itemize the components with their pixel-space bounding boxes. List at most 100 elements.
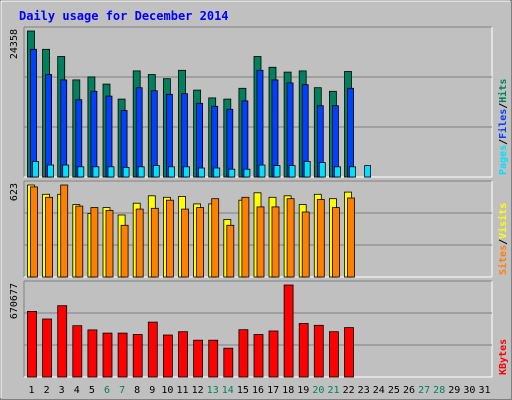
bar-pages xyxy=(47,164,54,178)
bar-sites xyxy=(120,224,129,278)
x-tick-label: 2 xyxy=(44,385,50,396)
bar-files xyxy=(30,48,37,178)
bar-pages xyxy=(183,166,190,178)
bar-kbytes xyxy=(178,331,188,378)
bar-pages xyxy=(303,160,311,178)
bar-pages xyxy=(122,166,130,178)
bar-kbytes xyxy=(72,325,83,378)
chart-title: Daily usage for December 2014 xyxy=(19,9,229,23)
bar-kbytes xyxy=(27,310,37,378)
bar-files xyxy=(135,87,143,178)
bar-sites xyxy=(30,186,38,278)
legend-entry: Hits xyxy=(497,79,509,103)
bar-sites xyxy=(60,184,69,278)
bar-kbytes xyxy=(313,324,324,378)
bar-pages xyxy=(228,168,236,178)
bar-pages xyxy=(243,168,251,178)
x-tick-label: 4 xyxy=(74,385,80,396)
bar-files xyxy=(256,69,264,178)
bar-sites xyxy=(196,207,205,278)
bar-files xyxy=(75,99,83,178)
x-tick-label: 23 xyxy=(358,385,370,396)
bar-files xyxy=(45,74,52,178)
panel-bars xyxy=(27,30,372,178)
bar-sites xyxy=(241,196,250,278)
bar-sites xyxy=(45,196,53,278)
bar-pages xyxy=(349,166,356,178)
bar-sites xyxy=(331,207,340,278)
x-tick-label: 17 xyxy=(267,385,279,396)
x-tick-label: 5 xyxy=(89,385,95,396)
x-tick-label: 16 xyxy=(252,385,264,396)
x-tick-label: 11 xyxy=(176,385,188,396)
x-tick-label: 20 xyxy=(312,385,324,396)
x-tick-label: 29 xyxy=(448,385,460,396)
bar-files xyxy=(150,90,158,178)
legend-entry: / xyxy=(498,139,509,145)
bar-kbytes xyxy=(87,329,98,378)
bar-files xyxy=(105,95,113,178)
x-tick-label: 10 xyxy=(161,385,173,396)
legend-entry: Sites xyxy=(497,245,509,275)
x-tick-label: 28 xyxy=(433,385,445,396)
bar-kbytes xyxy=(253,334,264,378)
bar-pages xyxy=(258,164,266,178)
bar-pages xyxy=(318,162,326,178)
bar-kbytes xyxy=(283,284,294,378)
bar-kbytes xyxy=(132,334,143,378)
panel-bars xyxy=(27,184,355,278)
bar-files xyxy=(226,108,234,178)
chart-panels: 24358Pages/Files/Hits623Sites/Visits6706… xyxy=(9,26,509,378)
bar-kbytes xyxy=(42,318,52,378)
bar-pages xyxy=(62,164,70,178)
x-tick-label: 3 xyxy=(59,385,65,396)
bar-sites xyxy=(286,198,295,278)
legend-entry: Files xyxy=(497,109,509,139)
bar-kbytes xyxy=(102,332,113,378)
bar-files xyxy=(181,93,188,178)
bar-pages xyxy=(77,166,85,178)
legend-entry: KBytes xyxy=(498,339,509,375)
x-tick-label: 9 xyxy=(149,385,155,396)
x-tick-label: 24 xyxy=(373,385,385,396)
bar-kbytes xyxy=(208,339,219,378)
panel-kbytes: 670677 KBytes xyxy=(9,280,509,378)
x-tick-label: 19 xyxy=(297,385,309,396)
bar-kbytes xyxy=(223,347,234,378)
x-tick-label: 13 xyxy=(207,385,219,396)
bar-sites xyxy=(181,208,189,278)
bar-files xyxy=(241,100,249,178)
bar-files xyxy=(90,90,98,178)
x-tick-label: 6 xyxy=(104,385,110,396)
bar-kbytes xyxy=(147,321,158,378)
bar-files xyxy=(286,82,294,178)
bar-sites xyxy=(165,199,174,278)
bar-sites xyxy=(316,199,325,278)
bar-sites xyxy=(271,206,280,278)
x-tick-label: 31 xyxy=(478,385,490,396)
bar-files xyxy=(211,105,219,178)
bar-kbytes xyxy=(162,334,173,378)
x-tick-label: 15 xyxy=(237,385,249,396)
bar-sites xyxy=(256,206,265,278)
bar-pages xyxy=(92,166,100,178)
bar-files xyxy=(271,79,279,178)
bar-files xyxy=(331,105,339,178)
x-tick-label: 22 xyxy=(343,385,355,396)
bar-sites xyxy=(75,205,84,278)
panel-bars xyxy=(27,284,354,378)
bar-sites xyxy=(105,210,114,278)
x-tick-label: 8 xyxy=(134,385,140,396)
legend-entry: Visits xyxy=(497,203,509,239)
legend-entry: / xyxy=(498,103,509,109)
legend-entry: / xyxy=(498,239,509,245)
bar-pages xyxy=(107,166,115,178)
bar-sites xyxy=(211,198,220,278)
x-tick-label: 18 xyxy=(282,385,294,396)
bar-files xyxy=(347,87,354,178)
bar-kbytes xyxy=(117,332,128,378)
bar-sites xyxy=(226,224,235,278)
